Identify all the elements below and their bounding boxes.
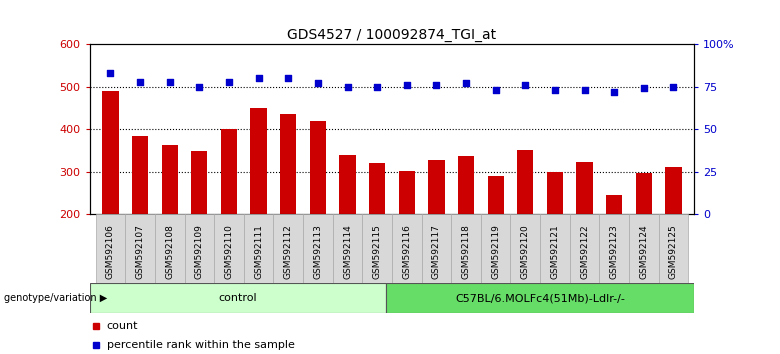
Point xyxy=(667,84,679,90)
Text: GSM592113: GSM592113 xyxy=(314,224,322,279)
Bar xyxy=(480,214,510,283)
Text: GSM592119: GSM592119 xyxy=(491,224,500,279)
Bar xyxy=(363,214,392,283)
Bar xyxy=(126,214,155,283)
Bar xyxy=(221,129,237,299)
Bar xyxy=(576,162,593,299)
Point xyxy=(578,87,590,93)
Point xyxy=(430,82,442,88)
Text: GSM592110: GSM592110 xyxy=(225,224,233,279)
Point xyxy=(164,79,176,85)
Bar xyxy=(333,214,363,283)
Text: C57BL/6.MOLFc4(51Mb)-Ldlr-/-: C57BL/6.MOLFc4(51Mb)-Ldlr-/- xyxy=(456,293,625,303)
Bar xyxy=(274,214,303,283)
Point xyxy=(519,82,531,88)
Text: percentile rank within the sample: percentile rank within the sample xyxy=(107,340,295,350)
Bar xyxy=(191,151,207,299)
Point xyxy=(134,79,147,85)
Bar xyxy=(132,136,148,299)
Text: GSM592123: GSM592123 xyxy=(610,224,619,279)
Point xyxy=(637,86,650,91)
Bar xyxy=(244,214,274,283)
Bar xyxy=(102,91,119,299)
Point xyxy=(312,80,324,86)
Bar xyxy=(629,214,658,283)
Point xyxy=(223,79,236,85)
Text: GSM592114: GSM592114 xyxy=(343,224,352,279)
Bar xyxy=(303,214,333,283)
Point xyxy=(105,70,117,76)
Point xyxy=(459,80,472,86)
Text: GSM592122: GSM592122 xyxy=(580,224,589,279)
Text: GSM592121: GSM592121 xyxy=(551,224,559,279)
Bar xyxy=(421,214,451,283)
Bar xyxy=(310,121,326,299)
Bar xyxy=(96,214,126,283)
Text: GSM592108: GSM592108 xyxy=(165,224,174,279)
Text: GSM592117: GSM592117 xyxy=(432,224,441,279)
Bar xyxy=(155,214,185,283)
Point xyxy=(282,75,295,81)
Bar xyxy=(369,163,385,299)
Title: GDS4527 / 100092874_TGI_at: GDS4527 / 100092874_TGI_at xyxy=(287,28,497,42)
Text: control: control xyxy=(218,293,257,303)
Text: GSM592107: GSM592107 xyxy=(136,224,144,279)
Bar xyxy=(428,160,445,299)
Bar xyxy=(488,176,504,299)
Bar xyxy=(510,214,540,283)
Point xyxy=(489,87,502,93)
Text: GSM592109: GSM592109 xyxy=(195,224,204,279)
Point xyxy=(342,84,354,90)
Bar xyxy=(547,172,563,299)
Text: GSM592125: GSM592125 xyxy=(669,224,678,279)
Bar xyxy=(185,214,214,283)
Text: GSM592111: GSM592111 xyxy=(254,224,263,279)
Point xyxy=(548,87,561,93)
Point xyxy=(193,84,206,90)
Bar xyxy=(90,283,386,313)
Bar xyxy=(399,171,415,299)
Bar xyxy=(540,214,569,283)
Bar xyxy=(280,114,296,299)
Bar xyxy=(458,156,474,299)
Text: GSM592118: GSM592118 xyxy=(462,224,470,279)
Bar xyxy=(517,150,534,299)
Text: count: count xyxy=(107,321,138,331)
Bar xyxy=(451,214,480,283)
Text: GSM592106: GSM592106 xyxy=(106,224,115,279)
Text: GSM592112: GSM592112 xyxy=(284,224,292,279)
Point xyxy=(371,84,384,90)
Bar xyxy=(599,214,629,283)
Text: genotype/variation ▶: genotype/variation ▶ xyxy=(5,293,108,303)
Bar xyxy=(386,283,694,313)
Bar xyxy=(606,195,622,299)
Bar xyxy=(658,214,688,283)
Bar xyxy=(250,108,267,299)
Bar xyxy=(636,173,652,299)
Bar xyxy=(569,214,599,283)
Point xyxy=(608,89,620,95)
Bar xyxy=(392,214,421,283)
Point xyxy=(400,82,413,88)
Text: GSM592120: GSM592120 xyxy=(521,224,530,279)
Bar xyxy=(215,214,244,283)
Text: GSM592116: GSM592116 xyxy=(402,224,411,279)
Text: GSM592115: GSM592115 xyxy=(373,224,381,279)
Point xyxy=(253,75,265,81)
Bar xyxy=(339,155,356,299)
Bar xyxy=(665,167,682,299)
Bar xyxy=(161,145,178,299)
Text: GSM592124: GSM592124 xyxy=(640,224,648,279)
